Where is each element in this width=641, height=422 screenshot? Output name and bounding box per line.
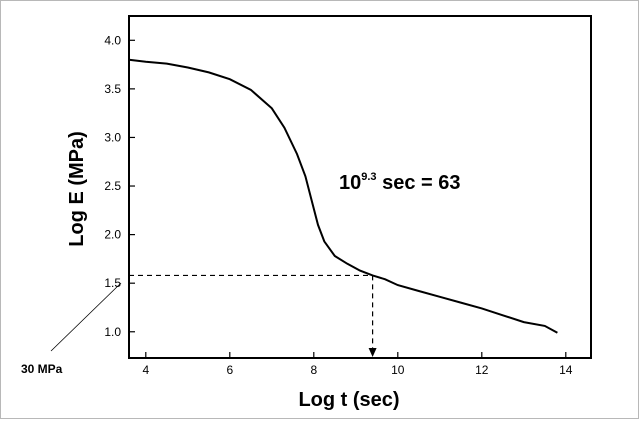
y-axis-title: Log E (MPa) [66, 131, 88, 247]
y-tick-label: 2.0 [104, 228, 121, 242]
y-tick-label: 3.0 [104, 130, 121, 144]
reference-arrow-head [368, 348, 377, 357]
y-tick-label: 3.5 [104, 82, 121, 96]
y-tick-label: 1.0 [104, 325, 121, 339]
ticks-layer: 4 6 8 10 12 14 1.0 1.5 2.0 2.5 3.0 3.5 4.0 [104, 33, 572, 377]
y-tick-label: 1.5 [104, 276, 121, 290]
axes-layer [128, 15, 592, 359]
x-tick-label: 6 [226, 363, 233, 377]
annotation-rest: sec = 63 [377, 172, 461, 194]
callout-label: 30 MPa [21, 362, 63, 376]
callout-leader-line [50, 282, 122, 352]
y-tick-label: 2.5 [104, 179, 121, 193]
annotation-base: 10 [339, 172, 361, 194]
x-tick-label: 12 [475, 363, 489, 377]
x-axis-title: Log t (sec) [298, 389, 399, 411]
reference-lines [129, 274, 377, 357]
x-tick-label: 10 [391, 363, 405, 377]
annotation-exponent: 9.3 [361, 171, 376, 183]
plot-border [128, 15, 592, 359]
y-tick-label: 4.0 [104, 33, 121, 47]
x-tick-label: 4 [142, 363, 149, 377]
data-series-line [128, 58, 558, 334]
x-tick-label: 14 [559, 363, 573, 377]
x-tick-label: 8 [310, 363, 317, 377]
annotation-text: 109.3 sec = 63 [339, 171, 461, 194]
